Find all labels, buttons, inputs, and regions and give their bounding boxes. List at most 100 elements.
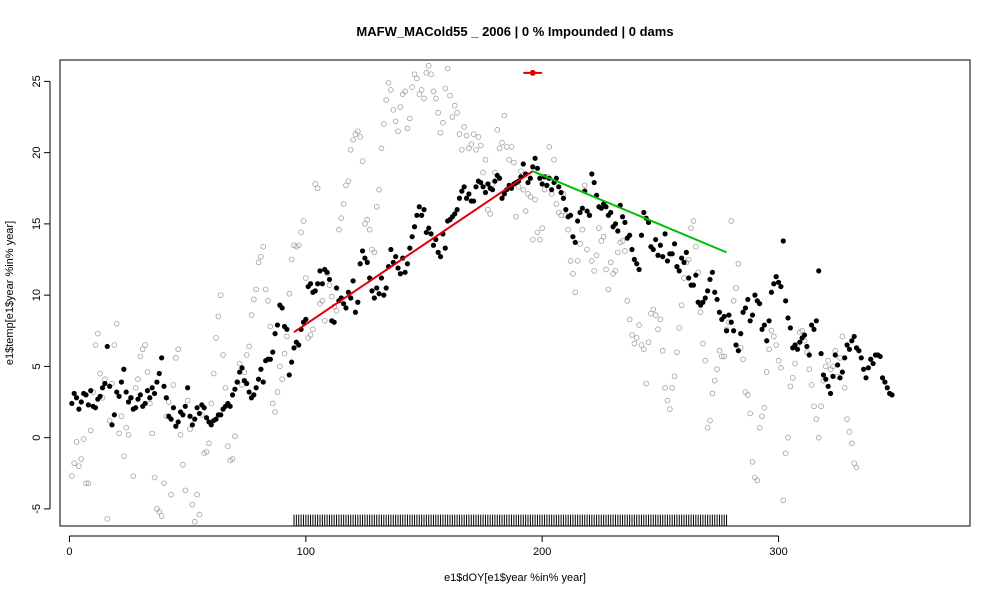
other-point	[511, 159, 517, 166]
observed-point	[253, 385, 259, 391]
observed-point	[156, 370, 162, 377]
observed-point	[797, 339, 803, 345]
other-point	[239, 382, 245, 388]
other-point	[782, 450, 789, 457]
other-point	[662, 384, 668, 391]
other-point	[392, 118, 399, 125]
other-point	[390, 107, 397, 113]
observed-point	[842, 355, 848, 361]
observed-point	[350, 278, 356, 284]
x-tick-label: 100	[297, 546, 315, 558]
other-point	[451, 102, 458, 109]
observed-point	[421, 207, 427, 213]
observed-point	[452, 211, 458, 217]
other-point	[459, 146, 465, 153]
observed-point	[489, 187, 496, 193]
other-point	[433, 95, 439, 102]
other-point	[629, 332, 635, 338]
other-point	[567, 258, 574, 264]
other-point	[149, 430, 155, 437]
observed-point	[759, 326, 765, 332]
other-point	[728, 218, 735, 224]
other-point	[792, 360, 798, 367]
observed-point	[749, 312, 756, 318]
observed-point	[586, 212, 593, 218]
observed-point	[234, 379, 240, 385]
observed-point	[187, 413, 193, 419]
x-tick-label: 300	[769, 546, 787, 558]
observed-point	[480, 184, 486, 190]
observed-point	[780, 238, 786, 244]
y-axis-label: e1$temp[e1$year %in% year]	[4, 221, 16, 365]
other-point	[619, 238, 626, 244]
other-point	[362, 221, 368, 227]
observed-point	[270, 349, 276, 355]
other-point	[487, 211, 493, 217]
observed-point	[674, 264, 680, 270]
observed-point	[747, 318, 753, 324]
other-point	[553, 201, 560, 207]
other-point	[849, 440, 855, 447]
other-point	[359, 158, 366, 164]
other-point	[470, 131, 477, 137]
other-point	[272, 409, 278, 415]
x-axis: 0 100 200 300	[66, 535, 788, 558]
observed-point	[686, 275, 692, 281]
other-point	[584, 246, 590, 253]
other-point	[771, 333, 777, 340]
observed-point	[761, 322, 767, 328]
other-point	[373, 203, 380, 210]
other-point	[71, 460, 77, 467]
other-point	[778, 365, 784, 371]
observed-point	[203, 415, 210, 421]
observed-point	[752, 292, 758, 298]
observed-point	[527, 175, 533, 181]
other-point	[541, 186, 548, 193]
fit-lines	[293, 170, 727, 334]
observed-point	[740, 309, 746, 315]
other-point	[300, 218, 307, 224]
observed-point	[820, 372, 827, 378]
observed-point	[315, 281, 321, 287]
observed-point	[844, 342, 850, 348]
other-point	[475, 134, 482, 140]
other-point	[260, 243, 267, 250]
observed-point	[539, 181, 545, 187]
other-point	[130, 473, 137, 479]
other-point	[846, 429, 853, 435]
observed-point	[454, 207, 460, 213]
other-point	[336, 226, 342, 233]
other-point	[721, 353, 727, 360]
observed-point	[792, 342, 798, 348]
other-point	[357, 134, 363, 140]
other-point	[740, 356, 746, 363]
fit-line	[293, 170, 534, 334]
other-point	[125, 431, 132, 438]
other-point	[87, 427, 94, 434]
observed-point	[700, 299, 706, 305]
observed-point	[461, 184, 467, 190]
observed-point	[107, 383, 113, 389]
other-point	[350, 137, 356, 143]
other-point	[657, 316, 664, 323]
other-point	[624, 298, 631, 304]
fit-line	[532, 170, 727, 254]
other-point	[664, 397, 671, 404]
other-point	[603, 266, 609, 273]
observed-point	[111, 412, 117, 418]
other-point	[210, 370, 217, 377]
peak-point	[529, 69, 536, 76]
other-point	[612, 268, 619, 274]
other-point	[468, 141, 475, 147]
other-point	[598, 238, 605, 244]
other-point	[671, 373, 678, 380]
observed-point	[272, 331, 278, 337]
other-point	[818, 403, 824, 410]
observed-point	[364, 259, 370, 265]
other-point	[589, 258, 595, 264]
other-point	[411, 71, 418, 78]
observed-point	[679, 255, 685, 261]
y-tick-label: -5	[31, 504, 43, 514]
observed-point	[237, 369, 243, 375]
